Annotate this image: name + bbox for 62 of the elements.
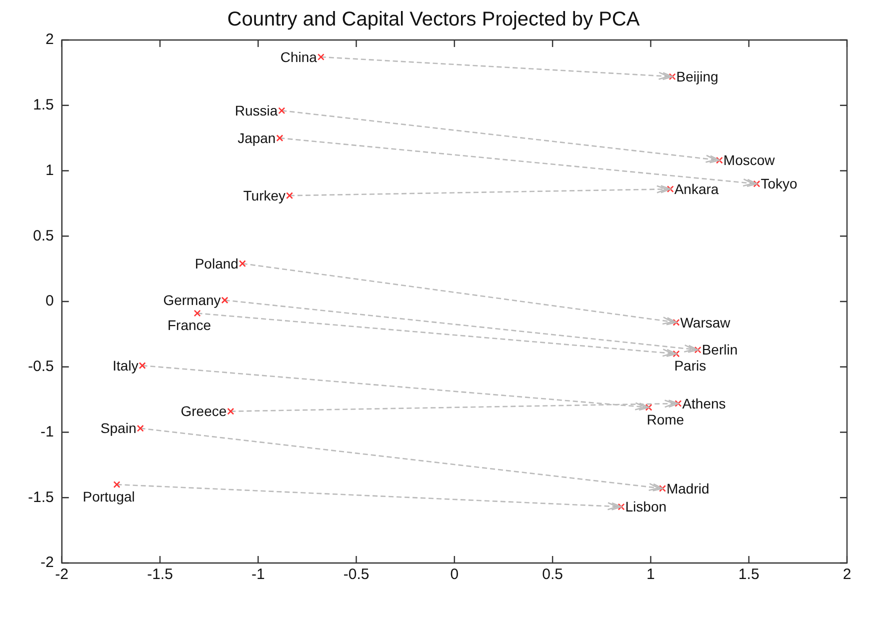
x-tick-label: 1.5	[738, 566, 760, 584]
point	[138, 362, 146, 370]
annotation: Ankara	[674, 180, 719, 197]
y-tick-label: 1.5	[32, 96, 54, 114]
annotation: Spain	[100, 420, 136, 436]
annotation: Warsaw	[680, 314, 732, 330]
annotation: Portugal	[82, 488, 135, 504]
annotation: Madrid	[666, 480, 710, 496]
annotation: Paris	[674, 358, 706, 374]
y-tick-label: 1	[46, 162, 54, 179]
point	[136, 424, 144, 432]
point	[672, 350, 680, 358]
point	[194, 310, 201, 317]
x-tick-label: 0.5	[542, 566, 563, 584]
annotation: Germany	[163, 292, 221, 308]
y-tick-label: 2	[46, 31, 54, 48]
annotation: Athens	[682, 395, 726, 412]
annotation: Russia	[234, 102, 278, 118]
y-tick-label: 0	[46, 292, 54, 310]
point	[672, 318, 680, 326]
x-tick-label: -1	[251, 566, 265, 584]
point	[278, 107, 286, 114]
point	[694, 346, 702, 354]
point	[276, 134, 284, 142]
y-tick-label: 0.5	[32, 227, 54, 244]
annotation: Beijing	[676, 68, 718, 84]
annotation: France	[167, 317, 212, 334]
point	[674, 400, 682, 407]
annotation: Greece	[180, 403, 227, 420]
annotation: Moscow	[723, 152, 776, 168]
annotation: Berlin	[702, 342, 738, 358]
annotation: Japan	[238, 130, 276, 146]
chart-title: Country and Capital Vectors Projected by PCA	[227, 8, 640, 31]
point	[666, 186, 674, 193]
point	[668, 73, 676, 80]
point	[618, 503, 625, 510]
point	[113, 481, 120, 488]
x-tick-label: 1	[646, 566, 655, 584]
point	[317, 54, 324, 60]
point	[645, 404, 652, 411]
annotation: Turkey	[243, 187, 286, 204]
point	[659, 484, 666, 492]
y-tick-label: -1.5	[28, 488, 54, 506]
y-tick-label: -1	[40, 423, 54, 440]
annotation: Rome	[646, 411, 684, 428]
point	[716, 156, 723, 164]
x-tick-label: 0	[450, 566, 459, 584]
x-tick-label: -1.5	[147, 566, 173, 584]
annotation: Poland	[194, 255, 238, 272]
x-tick-label: 2	[842, 566, 852, 584]
point	[227, 408, 234, 415]
annotation: China	[280, 48, 318, 65]
annotation: Tokyo	[760, 176, 798, 192]
point	[753, 180, 760, 188]
point	[286, 192, 294, 200]
annotation: Lisbon	[625, 498, 667, 515]
annotation: Italy	[112, 357, 138, 374]
point	[238, 260, 246, 268]
point	[221, 296, 228, 304]
x-tick-label: -0.5	[343, 566, 370, 584]
y-tick-label: -2	[40, 554, 54, 572]
y-tick-label: -0.5	[28, 358, 54, 376]
